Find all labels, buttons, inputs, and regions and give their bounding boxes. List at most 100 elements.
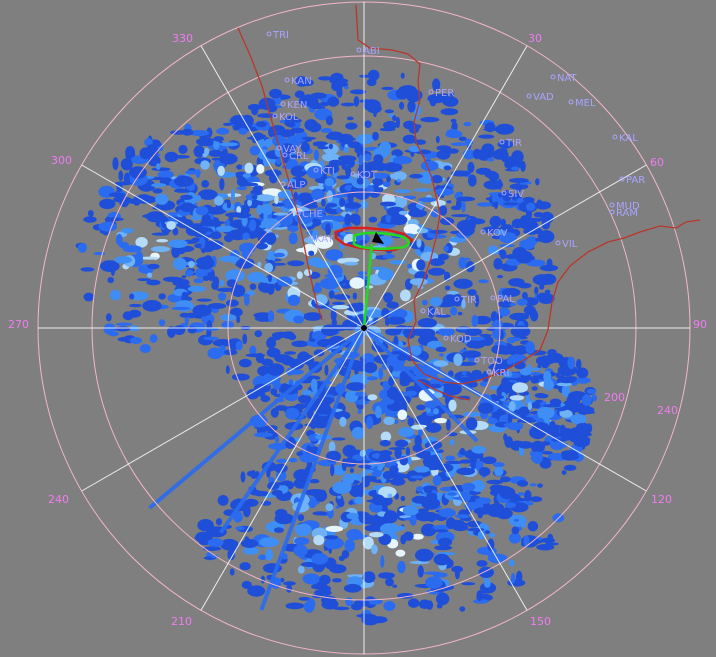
echo-cell — [103, 323, 116, 335]
echo-cell — [259, 537, 279, 548]
echo-cell — [195, 206, 209, 216]
echo-cell — [332, 301, 345, 305]
echo-cell — [355, 391, 367, 397]
echo-cell — [502, 202, 520, 206]
echo-cell — [518, 376, 530, 383]
echo-cell — [122, 159, 130, 170]
echo-cell — [462, 411, 481, 417]
echo-cell — [421, 363, 441, 376]
station-label: PER — [435, 88, 454, 99]
echo-cell — [149, 334, 158, 343]
echo-cell — [306, 203, 318, 209]
echo-cell — [539, 459, 552, 469]
echo-cell — [380, 431, 392, 442]
echo-cell — [346, 512, 359, 520]
azimuth-spokes — [38, 2, 690, 654]
echo-cell — [290, 127, 305, 134]
echo-cell — [196, 137, 216, 147]
echo-cell — [324, 177, 334, 187]
echo-cell — [108, 192, 126, 198]
echo-cell — [357, 271, 367, 276]
station-marker — [313, 167, 319, 173]
echo-cell — [172, 257, 187, 271]
station-marker — [284, 77, 290, 83]
echo-cell — [476, 202, 493, 207]
echo-cell — [293, 191, 299, 201]
echo-cell — [272, 134, 285, 147]
echo-cell — [294, 537, 310, 546]
echo-cell — [206, 127, 213, 138]
echo-cell — [135, 250, 143, 264]
echo-cell — [332, 305, 350, 310]
echo-cell — [287, 294, 301, 306]
station-label: KOD — [450, 334, 472, 345]
echo-cell — [357, 164, 372, 177]
storm-track-line — [362, 243, 374, 329]
echo-cell — [439, 205, 448, 216]
echo-cell — [325, 115, 334, 126]
echo-cell — [321, 198, 326, 207]
echo-cell — [450, 306, 458, 316]
echo-cell — [476, 560, 488, 567]
station-marker — [308, 235, 314, 241]
echo-cell — [383, 416, 395, 426]
echo-cell — [530, 309, 539, 322]
echo-cell — [362, 469, 374, 474]
echo-cell — [392, 171, 407, 181]
echo-cell — [348, 500, 354, 505]
echo-cell — [429, 258, 445, 266]
echo-cell — [274, 436, 280, 443]
echo-cell — [198, 189, 218, 200]
echo-cell — [202, 546, 222, 551]
echo-cell — [534, 286, 539, 295]
echo-cell — [299, 453, 317, 463]
echo-cell — [122, 245, 142, 253]
echo-cell — [340, 102, 355, 107]
echo-cell — [379, 201, 397, 207]
station-label: VAD — [533, 92, 554, 103]
echo-cell — [358, 239, 368, 245]
echo-cell — [280, 577, 285, 583]
echo-cell — [256, 164, 265, 174]
echo-cell — [301, 94, 316, 104]
echo-cell — [255, 194, 275, 202]
echo-cell — [335, 505, 340, 509]
station-label: PAR — [626, 175, 645, 186]
echo-cell — [206, 206, 227, 215]
echo-cell — [542, 451, 553, 455]
echo-cell — [461, 201, 466, 213]
echo-cell — [503, 371, 513, 378]
echo-cell — [459, 448, 466, 456]
echo-cell — [363, 99, 381, 112]
echo-cell — [483, 578, 491, 588]
echo-cell — [130, 337, 142, 344]
station-marker — [568, 99, 574, 105]
echo-cell — [155, 163, 161, 170]
echo-cell — [433, 553, 450, 566]
echo-cell — [308, 250, 315, 256]
echo-cell — [256, 121, 267, 128]
echo-cell — [402, 195, 417, 200]
echo-cell — [547, 349, 557, 356]
echo-cell — [438, 508, 456, 518]
echo-cell — [383, 601, 396, 611]
echo-cell — [297, 514, 305, 522]
echo-cell — [313, 149, 320, 161]
echo-cell — [258, 554, 267, 560]
echo-cell — [157, 170, 174, 179]
echo-cell — [385, 316, 406, 325]
echo-cell — [282, 331, 295, 339]
echo-streak — [362, 326, 479, 443]
echo-cell — [424, 442, 430, 448]
echo-cell — [385, 577, 394, 587]
echo-cell — [427, 267, 446, 276]
echo-cell — [252, 137, 257, 144]
echo-cell — [293, 544, 308, 557]
station-label: CHE — [302, 209, 323, 220]
echo-cell — [407, 417, 415, 427]
echo-cell — [367, 69, 380, 81]
echo-cell — [196, 195, 202, 202]
echo-cell — [287, 199, 293, 208]
azimuth-label: 60 — [650, 156, 664, 169]
echo-cell — [382, 380, 391, 391]
